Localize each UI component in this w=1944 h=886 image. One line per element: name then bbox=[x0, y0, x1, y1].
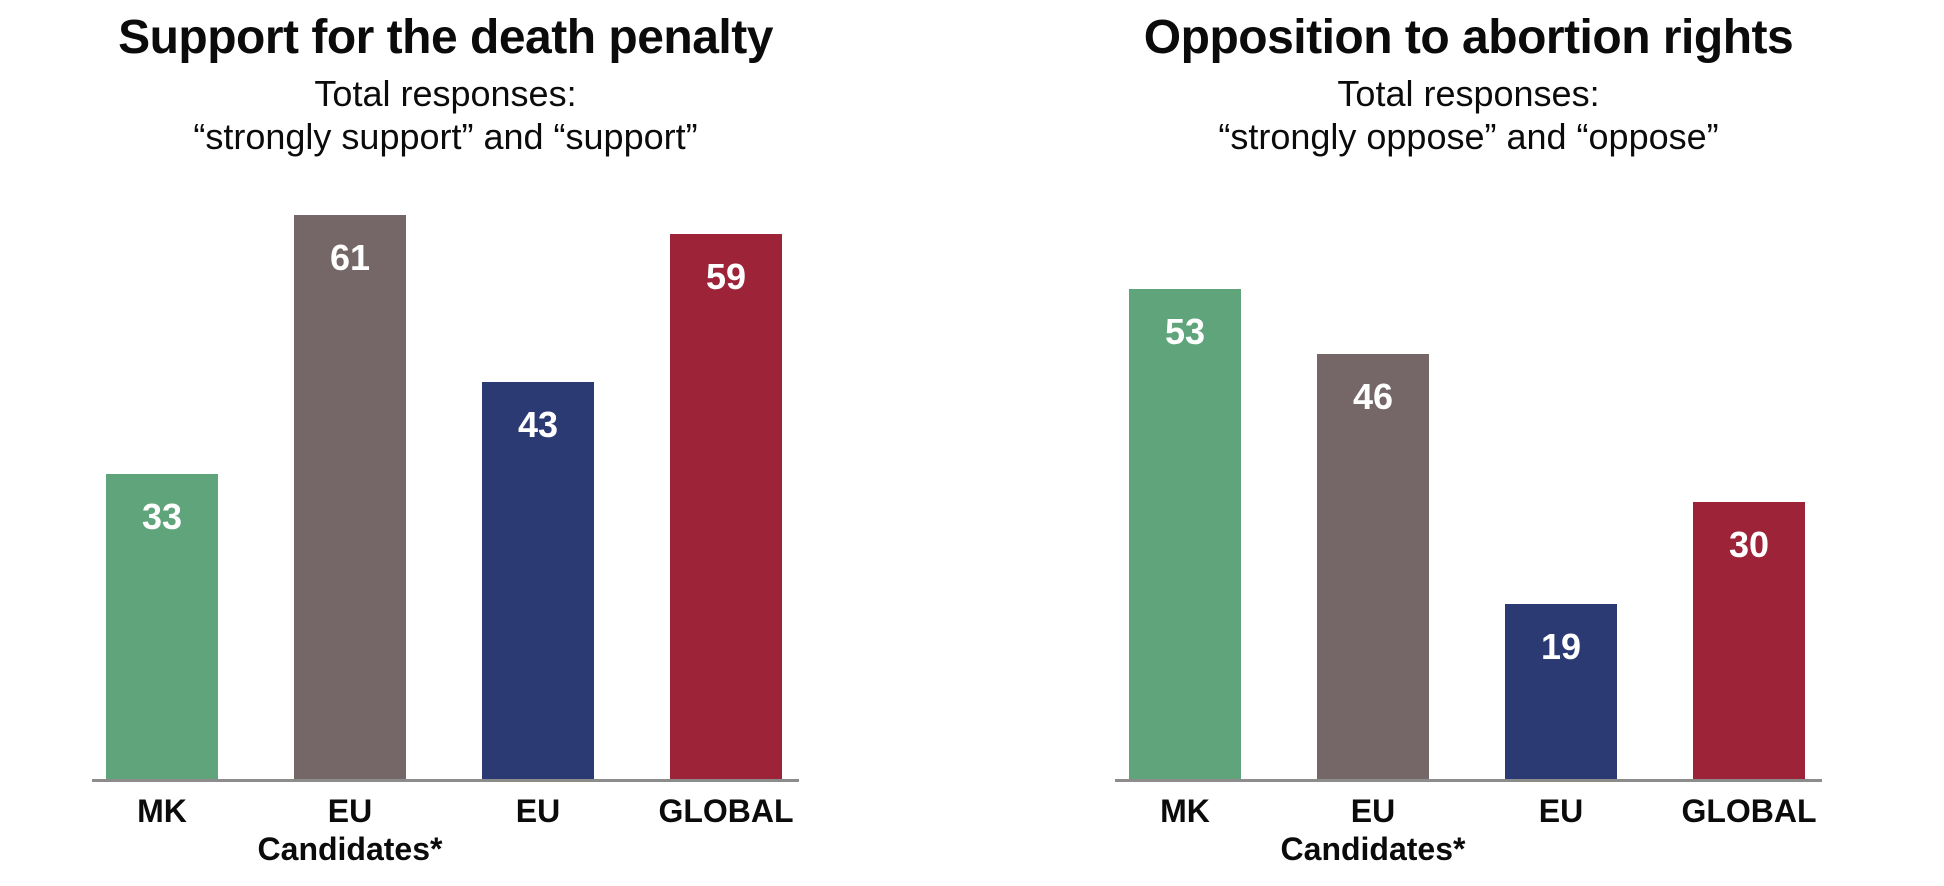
x-axis-label-mk: MK bbox=[137, 793, 187, 829]
chart-subtitle-line-2: “strongly oppose” and “oppose” bbox=[1218, 116, 1719, 157]
x-axis-label-eu-candidates: EU Candidates* bbox=[257, 793, 443, 867]
x-axis-line bbox=[92, 779, 799, 782]
plot-area: 53 46 19 30 bbox=[1115, 160, 1822, 780]
chart-subtitle-line-1: Total responses: bbox=[314, 73, 577, 114]
chart-subtitle-line-1: Total responses: bbox=[1337, 73, 1600, 114]
bar-eu: 43 bbox=[482, 382, 594, 780]
bar-value-label: 53 bbox=[1164, 311, 1206, 352]
chart-title: Support for the death penalty bbox=[118, 11, 773, 64]
chart-support-death-penalty: Support for the death penalty Total resp… bbox=[92, 0, 799, 886]
plot-area: 33 61 43 59 bbox=[92, 160, 799, 780]
bar-value-label: 33 bbox=[141, 496, 183, 537]
bar-value-label: 19 bbox=[1540, 626, 1582, 667]
chart-title: Opposition to abortion rights bbox=[1143, 11, 1794, 64]
bar-eu: 19 bbox=[1505, 604, 1617, 780]
x-axis-label-eu: EU bbox=[1538, 793, 1584, 829]
bar-global: 59 bbox=[670, 234, 782, 780]
x-axis-label-mk: MK bbox=[1160, 793, 1210, 829]
x-axis-labels: MK EU Candidates* EU GLOBAL bbox=[92, 792, 799, 886]
x-axis-label-eu-candidates: EU Candidates* bbox=[1280, 793, 1466, 867]
bar-value-label: 30 bbox=[1728, 524, 1770, 565]
bar-eu-candidates: 61 bbox=[294, 215, 406, 780]
bar-value-label: 46 bbox=[1352, 376, 1394, 417]
chart-opposition-abortion-rights: Opposition to abortion rights Total resp… bbox=[1115, 0, 1822, 886]
x-axis-labels: MK EU Candidates* EU GLOBAL bbox=[1115, 792, 1822, 886]
x-axis-label-eu: EU bbox=[515, 793, 561, 829]
chart-subtitle-line-2: “strongly support” and “support” bbox=[193, 116, 698, 157]
bar-global: 30 bbox=[1693, 502, 1805, 780]
chart-subtitle: Total responses: “strongly oppose” and “… bbox=[975, 72, 1944, 158]
x-axis-line bbox=[1115, 779, 1822, 782]
bar-eu-candidates: 46 bbox=[1317, 354, 1429, 780]
bar-mk: 33 bbox=[106, 474, 218, 780]
chart-subtitle: Total responses: “strongly support” and … bbox=[0, 72, 939, 158]
x-axis-label-global: GLOBAL bbox=[1681, 793, 1817, 829]
bar-value-label: 61 bbox=[329, 237, 371, 278]
x-axis-label-global: GLOBAL bbox=[658, 793, 794, 829]
bar-value-label: 59 bbox=[705, 256, 747, 297]
bar-mk: 53 bbox=[1129, 289, 1241, 780]
bar-value-label: 43 bbox=[517, 404, 559, 445]
